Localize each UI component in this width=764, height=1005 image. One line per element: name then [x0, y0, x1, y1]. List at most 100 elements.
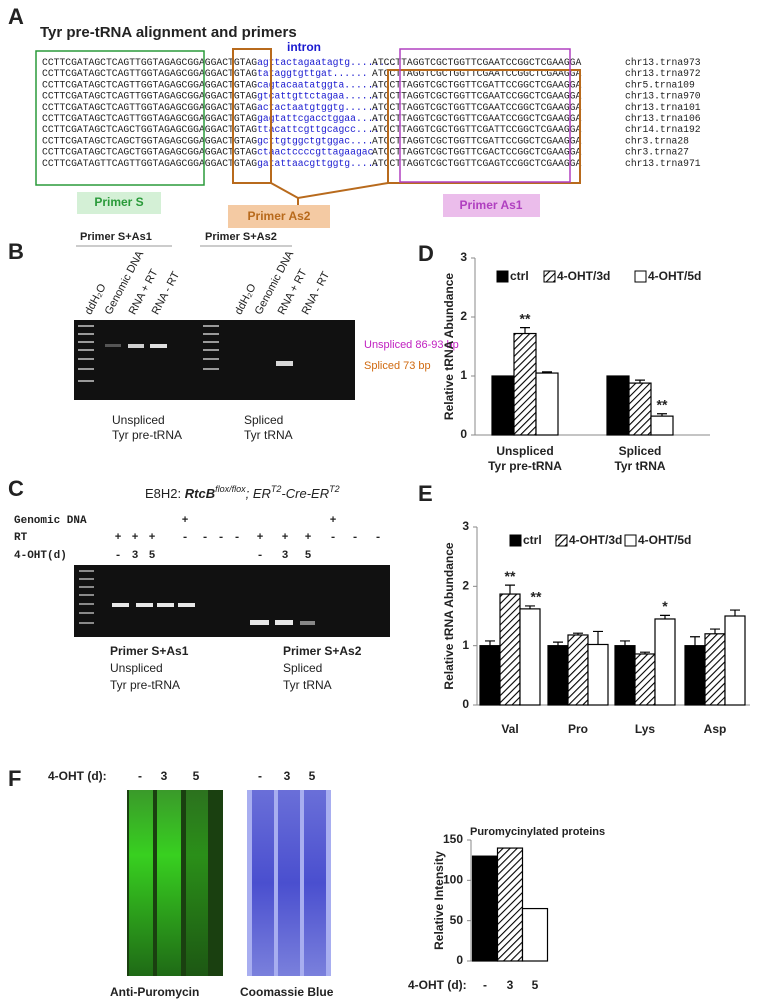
bar	[471, 855, 499, 962]
caption: Primer S+As1	[110, 644, 189, 658]
exon: CCTTCGATAGTTCAGTTGGTAGAGCGGAGGACTGTAG	[42, 157, 257, 168]
exon: CCTTCGATAGCTCAGTTGGTAGAGCGGAGGACTGTAG	[42, 101, 257, 112]
bar	[547, 645, 569, 706]
lane-mark: +	[132, 532, 139, 544]
band-label: Unspliced 86-93 bp	[364, 339, 459, 351]
error-bar	[573, 632, 583, 635]
bar	[614, 645, 636, 706]
intron: gagtattcgacctggaa....	[257, 113, 379, 124]
intron-label: intron	[287, 40, 321, 54]
trna-name: chr5.trna109	[625, 79, 695, 90]
exon: CCTTCGATAGCTCAGCTGGTAGAGCGGAGGACTGTAG	[42, 124, 257, 135]
x-tick-label: Lys	[635, 722, 656, 736]
x-tick-label: Unspliced	[496, 444, 553, 458]
caption: Spliced	[283, 661, 322, 675]
exon: ATCCTTAGGTCGCTGGTTCGAATCCGGCTCGAAGGA	[372, 90, 581, 101]
lane-mark: -	[182, 532, 189, 544]
blot-label: Coomassie Blue	[240, 985, 334, 999]
x-axis-label: 4-OHT (d):	[408, 978, 467, 992]
x-tick-label: 3	[507, 978, 514, 992]
y-tick-label: 100	[443, 873, 463, 887]
lane-mark: -	[330, 532, 337, 544]
lane-mark: 3	[132, 550, 139, 562]
title-part: -Cre-ER	[281, 486, 329, 501]
y-tick-label: 1	[462, 638, 469, 652]
exon: ATCCTTAGGTCGCTGGTTCGAATCCGGCTCGAAGGA	[372, 101, 581, 112]
exon: ATCCTTAGGTCGCTGGTTCGATTCCGGCTCGAAGGA	[372, 135, 581, 146]
title-part: flox/flox	[215, 484, 246, 494]
bar	[521, 907, 549, 962]
bar	[684, 645, 706, 706]
panel-letter: D	[418, 241, 434, 266]
primer-as2-box	[387, 69, 581, 184]
y-tick-label: 3	[462, 519, 469, 533]
lane-mark: +	[282, 532, 289, 544]
panel-letter: F	[8, 766, 21, 791]
significance: **	[531, 589, 542, 605]
legend-swatch	[509, 534, 522, 547]
primer-as1-box	[399, 48, 571, 183]
legend-label: ctrl	[523, 533, 542, 547]
y-tick-label: 0	[456, 953, 463, 967]
legend-swatch	[555, 534, 568, 547]
title-part: T2	[271, 484, 282, 494]
lane-mark: 5	[305, 550, 312, 562]
trna-name: chr13.trna970	[625, 90, 701, 101]
lane-mark: -	[375, 532, 382, 544]
bar	[634, 653, 656, 706]
caption: Tyr tRNA	[283, 678, 332, 692]
lane-label: 5	[193, 769, 200, 783]
title-part: T2	[329, 484, 340, 494]
error-bar	[505, 584, 515, 595]
y-tick-label: 2	[460, 309, 467, 323]
title-part: E8H2:	[145, 486, 185, 501]
intron: cagtacaatatggta......	[257, 79, 379, 90]
exon: CCTTCGATAGCTCAGCTGGTAGAGCGGAGGACTGTAG	[42, 146, 257, 157]
bar	[496, 847, 524, 962]
bar	[606, 375, 630, 436]
lane-label: 3	[284, 769, 291, 783]
x-tick-label: Pro	[568, 722, 588, 736]
lane-mark: +	[182, 515, 189, 527]
y-axis-label: Relative tRNA Abundance	[442, 273, 456, 420]
error-bar	[520, 327, 530, 334]
error-bar	[525, 605, 535, 609]
exon: CCTTCGATAGCTCAGCTGGTAGAGCGGAGGACTGTAG	[42, 135, 257, 146]
lane-mark: -	[257, 550, 264, 562]
y-axis-label: Relative tRNA Abundance	[442, 542, 456, 689]
bar	[650, 415, 674, 436]
sequence-row: CCTTCGATAGCTCAGCTGGTAGAGCGGAGGACTGTAGtta…	[42, 124, 701, 135]
panel-letter: C	[8, 476, 24, 501]
caption: Tyr tRNA	[244, 428, 293, 442]
label-box	[228, 205, 330, 228]
lane-mark: +	[305, 532, 312, 544]
primer-header: Primer S+As2	[205, 231, 277, 243]
lane-header: 4-OHT (d):	[48, 769, 107, 783]
error-bar	[635, 379, 645, 384]
trna-name: chr13.trna101	[625, 101, 701, 112]
primer-label: Primer As1	[460, 198, 523, 212]
bar	[654, 618, 676, 706]
legend-label: 4-OHT/3d	[557, 269, 610, 283]
intron: ttacattcgttgcagcc....	[257, 124, 379, 135]
title-part: ; ER	[246, 486, 271, 501]
significance: **	[505, 568, 516, 584]
panel-letter: A	[8, 4, 24, 29]
error-bar	[730, 609, 740, 616]
lane-mark: -	[202, 532, 209, 544]
exon: ATCCTTAGGTCGCTGGTTCGATTCCGGCTCGAAGGA	[372, 124, 581, 135]
lane-mark: -	[218, 532, 225, 544]
exon: ATCCTTAGGTCGCTGGTTCGAATCCGGCTCGAAGGA	[372, 57, 581, 68]
intron: actactaatgtggtg......	[257, 101, 379, 112]
lane-mark: +	[257, 532, 264, 544]
legend-swatch	[496, 270, 509, 283]
lane-mark: 5	[149, 550, 156, 562]
exon: ATCCTTAGGTCGCTGGTTCGAGTCCGGCTCGAAGGA	[372, 157, 581, 168]
title-part: RtcB	[185, 486, 215, 501]
exon: ATCCTTAGGTCGCTGGTTCGAATCCGGCTCGAAGGA	[372, 68, 581, 79]
caption: Unspliced	[112, 413, 165, 427]
intron: ctaactccccgttagaagac	[257, 146, 373, 157]
error-bar	[660, 614, 670, 619]
gel-image	[74, 320, 355, 400]
